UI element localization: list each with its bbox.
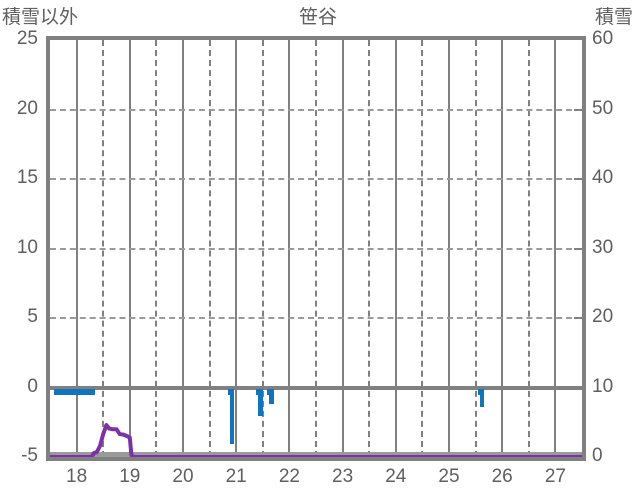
- y-tick-label-right: 10: [592, 375, 614, 397]
- gridline-y: [50, 178, 582, 180]
- y-tick-label-right: 50: [592, 97, 614, 119]
- precip-bar: [479, 388, 485, 407]
- precip-bar: [229, 388, 235, 445]
- tick-y-right: [574, 386, 582, 389]
- gridline-y: [50, 247, 582, 250]
- x-tick-label: 26: [491, 466, 513, 487]
- tick-y-right: [574, 178, 582, 180]
- y-tick-label-left: 5: [27, 306, 38, 327]
- x-tick-label: 19: [119, 466, 141, 487]
- precip-bar: [77, 388, 82, 395]
- ground-band: [50, 452, 582, 457]
- x-tick-label: 24: [385, 466, 407, 487]
- tick-y-right: [574, 108, 582, 111]
- gridline-y: [50, 108, 582, 111]
- precip-bar: [63, 388, 69, 395]
- y-tick-label-right: 30: [592, 236, 614, 258]
- y-tick-label-right: 40: [592, 167, 614, 188]
- chart-title: 笹谷: [298, 7, 337, 28]
- zero-line: [50, 385, 582, 390]
- x-tick-label: 27: [544, 466, 566, 487]
- x-tick-label: 20: [172, 466, 194, 487]
- y-tick-label-right: 0: [592, 445, 603, 466]
- tick-y-right: [574, 317, 582, 319]
- precip-bar: [60, 388, 65, 395]
- precip-bar: [269, 388, 274, 404]
- tick-y-right: [574, 247, 582, 250]
- plot-area: [46, 36, 586, 461]
- precip-bar: [90, 388, 96, 395]
- y-tick-label-left: -5: [21, 445, 38, 466]
- precip-bar: [258, 388, 263, 417]
- gridline-y: [50, 317, 582, 319]
- left-axis-title: 積雪以外: [2, 7, 79, 28]
- right-axis-title: 積雪: [594, 7, 633, 28]
- y-tick-label-left: 25: [16, 28, 38, 49]
- x-tick-label: 18: [66, 466, 88, 487]
- x-tick-label: 25: [438, 466, 460, 487]
- y-tick-label-left: 10: [16, 236, 38, 258]
- x-tick-label: 23: [332, 466, 354, 487]
- y-tick-label-left: 15: [16, 167, 38, 188]
- y-tick-label-left: 0: [27, 375, 38, 397]
- y-tick-label-right: 20: [592, 306, 614, 327]
- snow-depth-line: [50, 423, 582, 457]
- x-tick-label: 22: [278, 466, 300, 487]
- y-tick-label-right: 60: [592, 28, 614, 49]
- x-tick-label: 21: [225, 466, 247, 487]
- y-tick-label-left: 20: [16, 97, 38, 119]
